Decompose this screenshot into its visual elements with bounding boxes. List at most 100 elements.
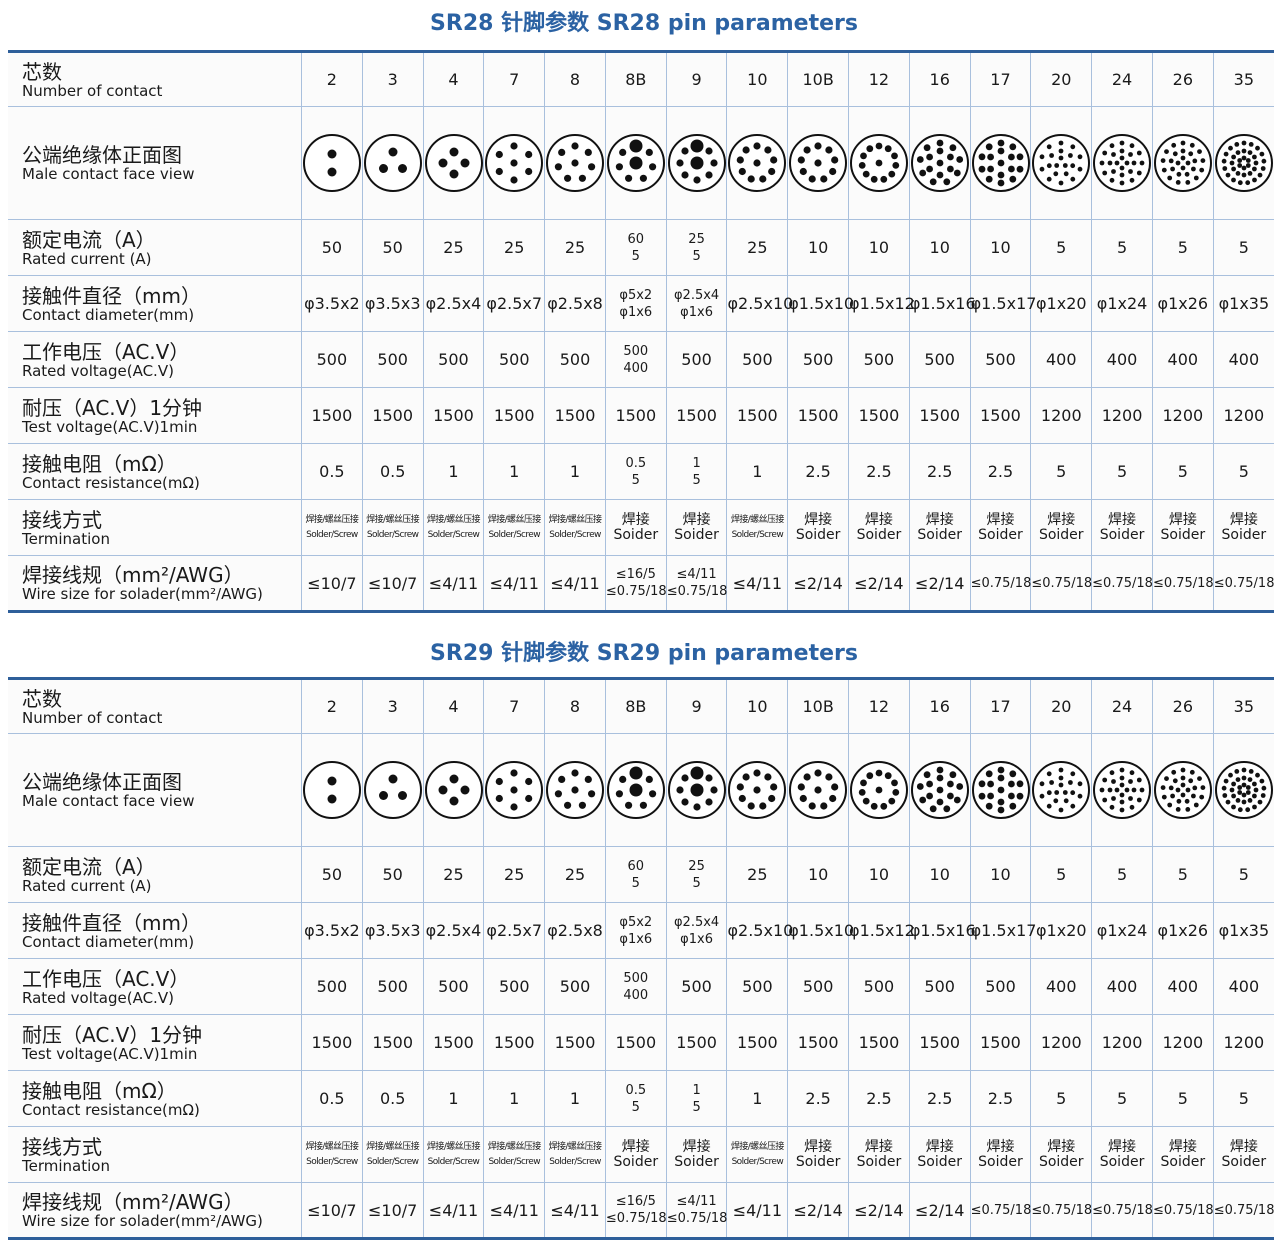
contact-pin: [1248, 769, 1254, 774]
value-cell: 500: [422, 331, 485, 388]
contact-pin: [1077, 166, 1083, 172]
value-cell: 500: [361, 958, 424, 1015]
value-cell: 5: [1091, 1070, 1153, 1127]
contact-pin: [1058, 148, 1064, 154]
row-label-en: Test voltage(AC.V)1min: [22, 1044, 198, 1063]
contact-pin: [676, 786, 684, 794]
contact-pin: [1168, 785, 1174, 791]
contact-pin: [1137, 777, 1142, 783]
value-cell: 10: [787, 846, 850, 903]
value-cell: ≤0.75/18: [969, 555, 1032, 612]
value-cell: φ2.5x8: [544, 275, 606, 332]
contact-pin: [1180, 148, 1186, 154]
value-cell: φ1.5x17: [969, 275, 1036, 332]
value-cell: 25: [483, 846, 546, 903]
sr29-section: SR29 针脚参数 SR29 pin parameters 芯数 Number o…: [0, 627, 1288, 1240]
value-cell: 1: [726, 443, 789, 500]
contact-pin: [1058, 775, 1064, 781]
value-cell: 400: [1212, 331, 1274, 388]
row-label-zh: 接触电阻（mΩ）: [22, 451, 177, 476]
value-cell: 2.5: [969, 443, 1032, 500]
value-cell: 9: [665, 678, 728, 734]
contact-pin: [449, 774, 459, 784]
contact-pin: [690, 156, 704, 170]
contact-pin: [1227, 772, 1233, 778]
contact-face-icon: [971, 761, 1030, 819]
face-view-cell: [1091, 733, 1153, 847]
contact-pin: [831, 783, 839, 791]
contact-pin: [1241, 775, 1247, 781]
contact-pin: [1119, 792, 1125, 798]
value-cell: 1500: [665, 1014, 728, 1071]
value-cell: 1500: [787, 387, 850, 444]
contact-pin: [1223, 151, 1229, 157]
contact-pin: [860, 779, 867, 787]
contact-pin: [1235, 777, 1241, 782]
value-cell: φ1x24: [1091, 902, 1153, 959]
contact-pin: [875, 159, 883, 167]
contact-pin: [1234, 142, 1240, 147]
value-cell: 1 5: [665, 443, 728, 500]
contact-pin: [888, 797, 896, 805]
contact-pin: [949, 144, 957, 152]
row-label-zh: 额定电流（A）: [22, 854, 156, 879]
contact-pin: [1241, 767, 1247, 773]
contact-pin: [978, 792, 985, 800]
value-cell: φ1x35: [1212, 275, 1274, 332]
value-cell: ≤2/14: [848, 555, 910, 612]
value-cell: 焊接 Soider: [787, 1126, 850, 1183]
contact-pin: [1039, 166, 1045, 172]
value-cell: 24: [1091, 678, 1153, 734]
value-cell: 50: [301, 846, 363, 903]
contact-pin: [1039, 781, 1045, 787]
contact-pin: [946, 165, 954, 173]
value-cell: 1200: [1091, 387, 1153, 444]
contact-pin: [985, 770, 993, 778]
contact-pin: [870, 802, 878, 810]
contact-pin: [1184, 798, 1190, 804]
contact-pin: [1007, 153, 1015, 161]
face-view-cell: [544, 106, 606, 220]
contact-pin: [862, 797, 870, 805]
contact-pin: [1053, 798, 1059, 804]
value-cell: 10: [908, 846, 971, 903]
contact-pin: [1241, 155, 1247, 161]
value-cell: 1500: [969, 1014, 1032, 1071]
table-row: 工作电压（AC.V） Rated voltage(AC.V) 500 500 500 50…: [8, 958, 1274, 1015]
table-row: 额定电流（A） Rated current (A) 50 50 25 25 25 60 5 25…: [8, 846, 1274, 903]
contact-pin: [936, 786, 944, 794]
contact-pin: [438, 158, 448, 168]
value-cell: 1: [544, 1070, 606, 1127]
sr28-section: SR28 针脚参数 SR28 pin parameters 芯数 Number o…: [0, 0, 1288, 613]
value-cell: ≤0.75/18: [1151, 555, 1214, 612]
contact-pin: [639, 801, 647, 809]
value-cell: 1500: [665, 387, 728, 444]
contact-pin: [829, 167, 837, 176]
row-label: 芯数 Number of contact: [8, 51, 302, 107]
contact-pin: [510, 142, 518, 150]
value-cell: 1500: [908, 387, 971, 444]
contact-pin: [1058, 155, 1064, 161]
value-cell: 焊接 Soider: [1151, 499, 1214, 556]
row-label-zh: 工作电压（AC.V）: [22, 339, 190, 364]
row-label-zh: 芯数: [22, 59, 62, 84]
face-view-cell: [544, 733, 606, 847]
contact-pin: [742, 773, 751, 781]
contact-pin: [496, 150, 504, 159]
contact-pin: [1058, 180, 1064, 186]
value-cell: φ2.5x4 φ1x6: [665, 275, 728, 332]
value-cell: 1500: [604, 1014, 667, 1071]
contact-pin: [388, 147, 398, 157]
value-cell: 1500: [848, 1014, 910, 1071]
face-view-cell: [1212, 106, 1274, 220]
contact-pin: [1241, 140, 1247, 146]
value-cell: 焊接/螺丝压接 Solder/Screw: [361, 1126, 424, 1183]
contact-pin: [892, 162, 900, 169]
value-cell: 12: [848, 678, 910, 734]
value-cell: 焊接 Soider: [1091, 1126, 1153, 1183]
value-cell: φ5x2 φ1x6: [604, 902, 667, 959]
contact-pin: [997, 786, 1004, 794]
table-row: 接触件直径（mm） Contact diameter(mm) φ3.5x2 φ3.5x…: [8, 275, 1274, 332]
contact-pin: [629, 139, 643, 153]
row-label-en: Rated current (A): [22, 249, 152, 268]
